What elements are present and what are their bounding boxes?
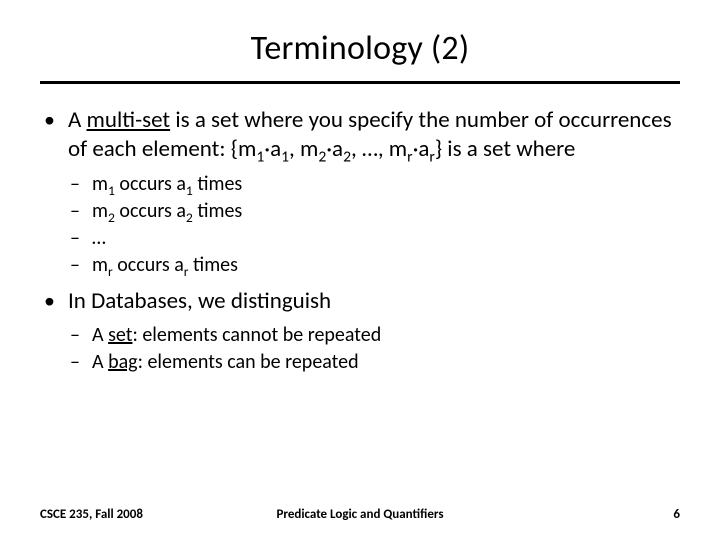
title-underline (40, 81, 680, 84)
sub-item-set: A set: elements cannot be repeated (68, 322, 680, 349)
sub-item: m2 occurs a2 times (68, 198, 680, 225)
text: , m (289, 135, 318, 163)
text: occurs a (115, 172, 186, 196)
sub-item-bag: A bag: elements can be repeated (68, 349, 680, 376)
slide: Terminology (2) A multi-set is a set whe… (0, 0, 720, 540)
text: A (68, 106, 87, 134)
text: } is a set where (435, 135, 575, 163)
footer-page-number: 6 (673, 507, 680, 522)
slide-title: Terminology (2) (40, 28, 680, 69)
text: times (189, 253, 238, 277)
bullet-list: A multi-set is a set where you specify t… (40, 106, 680, 376)
text: m (92, 253, 108, 277)
text: ·a (264, 135, 281, 163)
term-set: set (108, 323, 132, 347)
text: : elements can be repeated (138, 350, 359, 374)
subscript: 1 (108, 182, 115, 199)
subscript: 1 (281, 148, 289, 167)
sublist-databases: A set: elements cannot be repeated A bag… (68, 322, 680, 376)
text: In Databases, we distinguish (68, 287, 331, 315)
subscript: 2 (343, 148, 351, 167)
text: , …, m (351, 135, 407, 163)
bullet-databases: In Databases, we distinguish A set: elem… (40, 287, 680, 376)
subscript: 2 (108, 209, 115, 226)
sub-item: mr occurs ar times (68, 252, 680, 279)
bullet-multiset: A multi-set is a set where you specify t… (40, 106, 680, 279)
footer-left: CSCE 235, Fall 2008 (40, 507, 143, 522)
slide-body: A multi-set is a set where you specify t… (40, 106, 680, 376)
footer: CSCE 235, Fall 2008 Predicate Logic and … (40, 507, 680, 522)
text: m (92, 172, 108, 196)
text: occurs a (113, 253, 184, 277)
text: : elements cannot be repeated (132, 323, 381, 347)
term-multiset: multi-set (87, 106, 171, 134)
text: times (193, 199, 242, 223)
text: times (193, 172, 242, 196)
text: A (92, 323, 108, 347)
text: m (92, 199, 108, 223)
subscript: 2 (186, 209, 193, 226)
sub-item: m1 occurs a1 times (68, 171, 680, 198)
sublist-multiset: m1 occurs a1 times m2 occurs a2 times … … (68, 171, 680, 279)
sub-item-ellipsis: … (68, 225, 680, 252)
text: occurs a (115, 199, 186, 223)
text: ·a (413, 135, 430, 163)
text: A (92, 350, 108, 374)
term-bag: bag (108, 350, 138, 374)
subscript: 1 (186, 182, 193, 199)
text: ·a (326, 135, 343, 163)
